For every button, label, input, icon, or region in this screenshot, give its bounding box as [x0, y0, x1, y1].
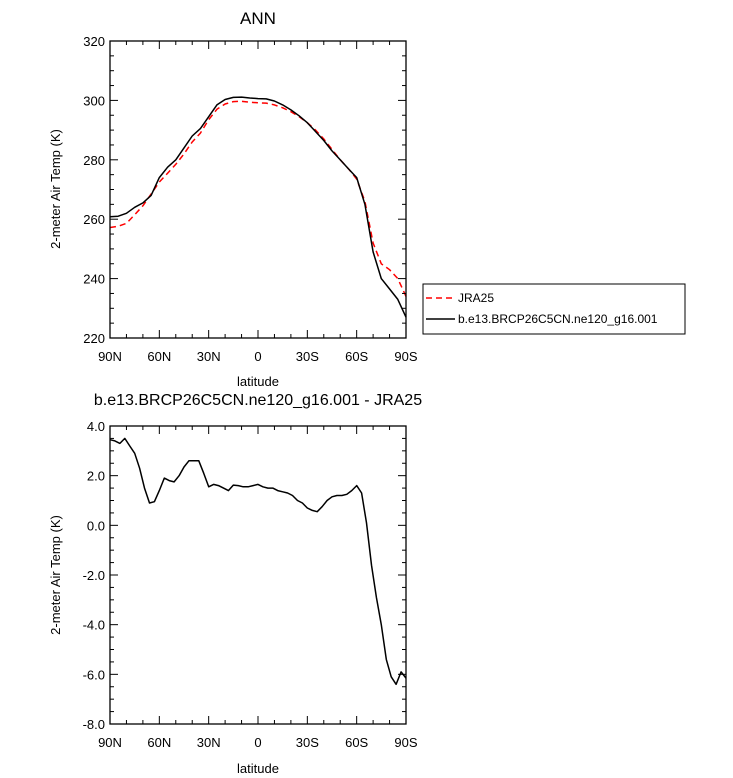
top-y-axis-label: 2-meter Air Temp (K)	[48, 129, 63, 249]
top-chart-title: ANN	[240, 9, 276, 28]
bottom-x-tick-label: 90N	[98, 735, 122, 750]
top-x-tick-label: 0	[254, 349, 261, 364]
bottom-y-tick-label: 2.0	[87, 469, 105, 484]
bottom-y-tick-label: -6.0	[83, 667, 105, 682]
bottom-x-tick-label: 90S	[394, 735, 417, 750]
top-x-tick-label: 90S	[394, 349, 417, 364]
bottom-x-axis-label: latitude	[237, 761, 279, 776]
top-y-tick-label: 280	[83, 153, 105, 168]
bottom-x-tick-label: 30S	[296, 735, 319, 750]
top-x-tick-label: 60N	[147, 349, 171, 364]
top-y-tick-label: 260	[83, 212, 105, 227]
bottom-y-axis-label: 2-meter Air Temp (K)	[48, 515, 63, 635]
legend-model-label: b.e13.BRCP26C5CN.ne120_g16.001	[458, 312, 658, 326]
top-x-tick-label: 30N	[197, 349, 221, 364]
bottom-series-group	[109, 437, 407, 686]
legend: JRA25 b.e13.BRCP26C5CN.ne120_g16.001	[422, 283, 686, 335]
legend-box	[422, 283, 686, 335]
bottom-y-tick-label: 0.0	[87, 518, 105, 533]
bottom-chart-panel: b.e13.BRCP26C5CN.ne120_g16.001 - JRA25 9…	[48, 392, 422, 776]
top-x-tick-label: 60S	[345, 349, 368, 364]
bottom-x-tick-label: 30N	[197, 735, 221, 750]
top-y-tick-label: 220	[83, 331, 105, 346]
bottom-y-tick-label: -4.0	[83, 618, 105, 633]
bottom-axes-group: 90N 60N 30N 0 30S 60S 90S -8.0 -6.0 -4.0 -2.0 0.0 2.…	[83, 419, 418, 750]
bottom-y-tick-label: 4.0	[87, 419, 105, 434]
top-series-line-model	[109, 96, 407, 318]
bottom-x-tick-label: 0	[254, 735, 261, 750]
bottom-y-tick-label: -8.0	[83, 717, 105, 732]
bottom-y-tick-label: -2.0	[83, 568, 105, 583]
bottom-chart-title: b.e13.BRCP26C5CN.ne120_g16.001 - JRA25	[94, 392, 422, 409]
top-x-tick-label: 30S	[296, 349, 319, 364]
top-y-tick-label: 240	[83, 272, 105, 287]
top-axes-group: 90N 60N 30N 0 30S 60S 90S 220 240 260 280 300 320	[83, 34, 418, 364]
top-x-tick-label: 90N	[98, 349, 122, 364]
top-y-tick-label: 320	[83, 34, 105, 49]
top-x-axis-label: latitude	[237, 374, 279, 389]
top-chart-panel: ANN 90N 60N 30N 0 30S 60S 90S 220 240 260 280 300 32…	[48, 9, 686, 389]
bottom-x-tick-label: 60N	[147, 735, 171, 750]
legend-jra25-label: JRA25	[458, 291, 494, 305]
top-series-group	[109, 96, 407, 318]
bottom-x-tick-label: 60S	[345, 735, 368, 750]
top-y-tick-label: 300	[83, 93, 105, 108]
bottom-series-line-difference	[109, 437, 407, 686]
